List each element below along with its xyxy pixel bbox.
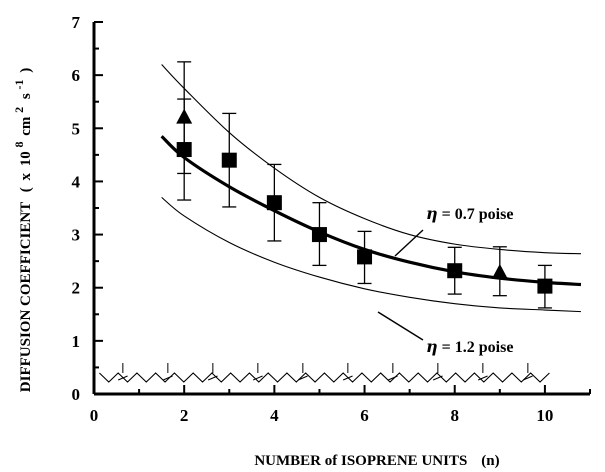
isoprene-chain-drawing [99,362,550,383]
x-axis-ticks: 0 2 4 6 8 10 [90,385,591,425]
leader-line-12 [377,311,424,341]
square-marker [266,195,282,211]
double-bond-mark [252,375,263,381]
leader-line-07 [394,229,424,257]
x-tick-label: 0 [90,406,99,425]
y-axis-title-paren-open: ( [18,187,34,192]
triangle-marker [491,263,508,279]
y-tick-label: 4 [72,172,81,191]
x-axis-title: NUMBER of ISOPRENE UNITS (n) [254,453,499,469]
eta-symbol: η [426,337,438,356]
axes-frame [92,22,590,396]
y-tick-label: 5 [72,119,81,138]
y-axis-title-x: x [18,173,34,181]
fit-curves [160,64,582,313]
y-tick-label: 2 [72,279,81,298]
x-tick-label: 4 [270,406,279,425]
double-bond-mark [477,375,488,381]
y-axis-title-cm: cm [18,116,34,136]
y-axis-title-s: s [18,93,34,99]
square-marker [311,227,327,243]
y-axis-title-paren-close: ) [18,68,34,73]
annotation-text: = 0.7 poise [442,206,514,223]
y-axis-ticks: 0 1 2 3 4 5 6 7 [72,13,103,404]
square-marker [537,278,553,294]
y-axis-title-ten: 10 [18,151,34,166]
y-axis-title: DIFFUSION COEFFICIENT ( x 10 8 cm 2 s -1… [11,68,34,392]
x-axis-title-suffix: (n) [481,453,499,469]
double-bond-mark [522,375,533,381]
x-tick-label: 6 [360,406,369,425]
double-bond-mark [432,375,443,381]
annotation-eta-07: η = 0.7 poise [426,204,513,223]
y-tick-label: 1 [72,332,81,351]
double-bond-mark [387,375,398,381]
annotation-text: = 1.2 poise [442,339,514,356]
double-bond-mark [117,375,128,381]
viscosity-bound-curve [161,196,582,313]
svg-text:DIFFUSION COEFFICIENT: DIFFUSION COEFFICIENT ( x 10 8 cm 2 s -1… [11,68,34,392]
y-tick-label: 0 [72,385,81,404]
error-bars [177,61,552,309]
x-tick-label: 10 [536,406,553,425]
annotation-leaders [377,229,424,341]
y-axis-title-exp2: 2 [12,107,26,113]
isoprene-chain-line [99,372,550,383]
double-bond-mark [297,375,308,381]
square-marker [176,142,192,158]
x-tick-label: 2 [180,406,189,425]
eta-symbol: η [426,204,438,223]
square-marker [447,263,463,279]
annotation-eta-12: η = 1.2 poise [426,337,513,356]
double-bond-mark [207,375,218,381]
y-tick-label: 7 [72,13,81,32]
square-marker [221,152,237,168]
viscosity-bound-curve [161,64,581,255]
y-axis-title-expm1: -1 [12,80,26,90]
x-axis-title-main: NUMBER of ISOPRENE UNITS [254,453,467,469]
y-axis-title-exp8: 8 [12,142,26,148]
y-tick-label: 3 [72,226,81,245]
x-tick-label: 8 [450,406,459,425]
y-tick-label: 6 [72,66,81,85]
y-axis-title-main: DIFFUSION COEFFICIENT [18,202,34,392]
data-markers [176,108,553,294]
square-marker [357,249,373,265]
double-bond-mark [162,375,173,381]
double-bond-mark [342,375,353,381]
triangle-marker [176,108,193,124]
